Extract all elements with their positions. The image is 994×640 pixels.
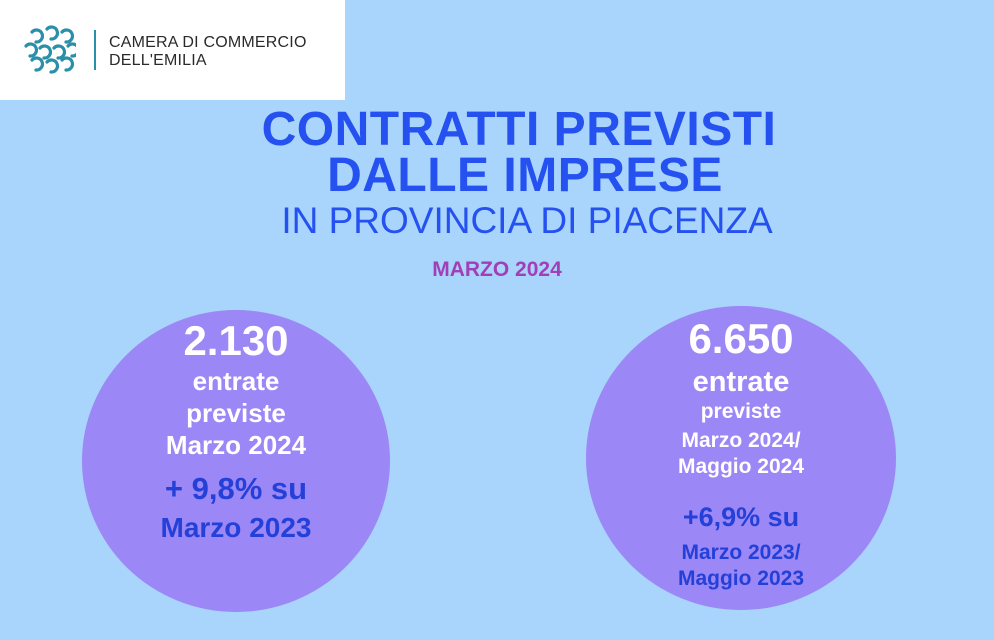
logo-text: CAMERA DI COMMERCIO DELL'EMILIA xyxy=(109,34,307,70)
headline-line-2: DALLE IMPRESE xyxy=(327,149,723,202)
monthly-hires-value: 2.130 xyxy=(183,317,289,364)
monthly-hires-line-1: entrate xyxy=(192,366,280,396)
chamber-of-commerce-logo-icon xyxy=(24,25,76,74)
headline-line-1: CONTRATTI PREVISTI xyxy=(261,103,777,156)
logo-line-2: DELL'EMILIA xyxy=(109,52,207,69)
quarterly-hires-circle: 6.650 entrate previste Marzo 2024/ Maggi… xyxy=(586,306,896,610)
quarterly-hires-value: 6.650 xyxy=(688,315,794,362)
monthly-compare-period: Marzo 2023 xyxy=(160,512,312,543)
quarterly-change: +6,9% su xyxy=(682,502,800,532)
quarterly-compare-period-1: Marzo 2023/ xyxy=(681,541,801,564)
quarterly-compare-period-2: Maggio 2023 xyxy=(677,567,805,590)
monthly-hires-circle: 2.130 entrate previste Marzo 2024 + 9,8%… xyxy=(82,310,390,612)
quarterly-hires-period-2: Maggio 2024 xyxy=(677,455,805,478)
monthly-hires-line-2: previste xyxy=(186,398,286,428)
logo-line-1: CAMERA DI COMMERCIO xyxy=(109,34,307,51)
subtitle: IN PROVINCIA DI PIACENZA xyxy=(281,200,773,241)
quarterly-hires-period-1: Marzo 2024/ xyxy=(681,429,801,452)
monthly-change: + 9,8% su xyxy=(164,471,308,506)
logo-panel: CAMERA DI COMMERCIO DELL'EMILIA xyxy=(0,0,345,100)
logo-divider xyxy=(94,30,96,70)
monthly-hires-period: Marzo 2024 xyxy=(165,430,307,460)
quarterly-hires-line-1: entrate xyxy=(692,366,790,398)
quarterly-hires-line-2: previste xyxy=(700,400,782,423)
period-label: MARZO 2024 xyxy=(432,258,562,281)
